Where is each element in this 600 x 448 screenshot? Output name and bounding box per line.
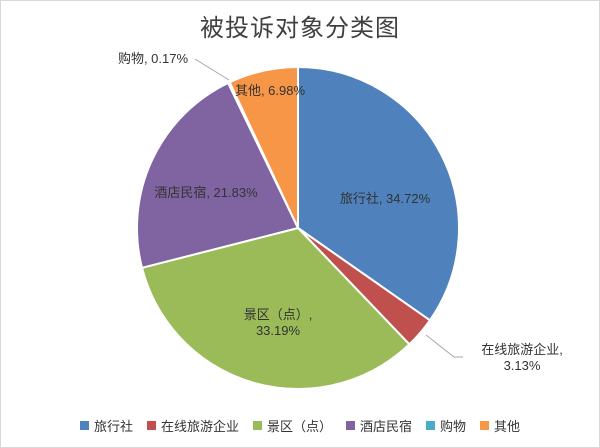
- slice-label-text-line2: 33.19%: [255, 323, 301, 338]
- slice-label-text: 购物, 0.17%: [117, 50, 189, 66]
- legend-marker: [480, 421, 490, 430]
- leader-line-online-travel: [425, 334, 463, 358]
- legend-marker: [252, 421, 262, 430]
- legend-item-6[interactable]: 其他: [480, 416, 520, 435]
- legend-label: 其他: [494, 419, 521, 434]
- pie-slices: [136, 66, 460, 390]
- leader-line-shopping: [194, 58, 230, 81]
- legend-marker: [79, 421, 89, 430]
- pie-slice-1[interactable]: [297, 66, 460, 322]
- chart-title: 被投诉对象分类图: [200, 16, 400, 42]
- legend-item-4[interactable]: 酒店民宿: [346, 416, 412, 435]
- slice-label-text-line1: 景区（点）,: [243, 306, 313, 322]
- legend-label: 景区（点）: [266, 419, 332, 434]
- legend-item-2[interactable]: 在线旅游企业: [146, 416, 239, 435]
- legend-label: 购物: [440, 419, 467, 434]
- slice-label-text: 其他, 6.98%: [234, 82, 306, 98]
- slice-label-text-line2: 3.13%: [503, 358, 541, 373]
- slice-label-other: 其他, 6.98%: [235, 83, 305, 99]
- slice-label-scenic-spot: 景区（点）, 33.19%: [244, 307, 313, 340]
- legend-label: 酒店民宿: [360, 419, 413, 434]
- legend-marker: [146, 421, 156, 430]
- slice-label-text-line1: 在线旅游企业,: [481, 341, 563, 357]
- legend-label: 旅行社: [93, 419, 133, 434]
- legend-item-5[interactable]: 购物: [426, 416, 466, 435]
- legend-marker: [426, 421, 436, 430]
- pie-slice-3[interactable]: [140, 227, 411, 390]
- slice-label-online-travel: 在线旅游企业, 3.13%: [481, 342, 563, 375]
- slice-label-hotel-bnb: 酒店民宿, 21.83%: [154, 185, 257, 201]
- slice-label-text: 酒店民宿, 21.83%: [154, 184, 258, 200]
- legend-marker: [346, 421, 355, 430]
- legend-label: 在线旅游企业: [160, 419, 239, 434]
- legend-item-3[interactable]: 景区（点）: [252, 416, 332, 435]
- slice-label-travel-agency: 旅行社, 34.72%: [340, 191, 430, 207]
- legend-item-1[interactable]: 旅行社: [79, 416, 133, 435]
- pie-slice-6[interactable]: [228, 66, 299, 229]
- pie-slice-4[interactable]: [136, 81, 299, 269]
- slice-label-shopping: 购物, 0.17%: [118, 51, 188, 67]
- chart-legend: 旅行社 在线旅游企业 景区（点） 酒店民宿 购物 其他: [1, 416, 599, 435]
- slice-label-text: 旅行社, 34.72%: [339, 190, 431, 206]
